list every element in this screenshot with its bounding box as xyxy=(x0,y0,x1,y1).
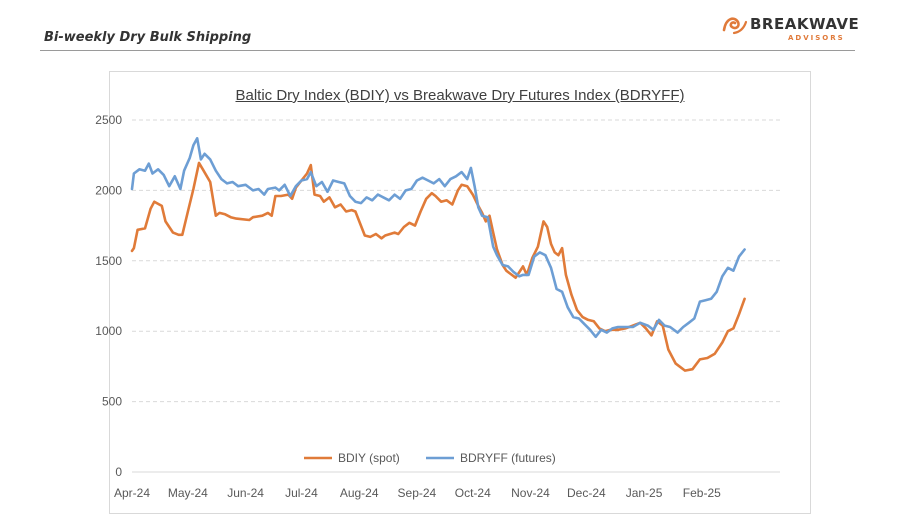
x-tick-label: Feb-25 xyxy=(683,486,721,500)
x-tick-label: Jun-24 xyxy=(227,486,264,500)
y-tick-label: 1000 xyxy=(95,324,122,338)
logo-subtitle: ADVISORS xyxy=(788,34,845,42)
x-tick-label: Oct-24 xyxy=(455,486,491,500)
breakwave-logo: BREAKWAVE ADVISORS xyxy=(720,12,870,46)
x-tick-label: Jan-25 xyxy=(626,486,663,500)
x-axis-ticks: Apr-24 May-24 Jun-24 Jul-24 Aug-24 Sep-24 Oct-… xyxy=(114,486,721,500)
logo-wordmark: BREAKWAVE xyxy=(750,15,860,33)
chart-frame xyxy=(109,71,811,514)
y-tick-label: 0 xyxy=(115,465,122,479)
y-axis-ticks: 0 500 1000 1500 2000 2500 xyxy=(95,113,122,479)
series-line-bdryff xyxy=(130,137,746,339)
series-line-bdiy xyxy=(130,161,746,372)
chart-title: Baltic Dry Index (BDIY) vs Breakwave Dry… xyxy=(110,87,810,104)
series-lines xyxy=(130,137,746,372)
y-tick-label: 2000 xyxy=(95,183,122,197)
wave-logo-icon xyxy=(722,17,748,35)
grid-lines xyxy=(132,119,780,473)
x-tick-label: Jul-24 xyxy=(285,486,318,500)
legend-label: BDRYFF (futures) xyxy=(460,451,556,465)
chart-title-text: Baltic Dry Index (BDIY) vs Breakwave Dry… xyxy=(235,87,685,104)
x-tick-label: May-24 xyxy=(168,486,208,500)
y-tick-label: 1500 xyxy=(95,254,122,268)
y-tick-label: 500 xyxy=(102,395,122,409)
legend: BDIY (spot) BDRYFF (futures) xyxy=(304,451,556,465)
y-tick-label: 2500 xyxy=(95,113,122,127)
x-tick-label: Dec-24 xyxy=(567,486,606,500)
x-tick-label: Nov-24 xyxy=(511,486,550,500)
legend-label: BDIY (spot) xyxy=(338,451,400,465)
page-title: Bi-weekly Dry Bulk Shipping xyxy=(44,30,252,45)
x-tick-label: Aug-24 xyxy=(340,486,379,500)
x-tick-label: Apr-24 xyxy=(114,486,150,500)
header-divider xyxy=(40,50,855,51)
x-tick-label: Sep-24 xyxy=(398,486,437,500)
